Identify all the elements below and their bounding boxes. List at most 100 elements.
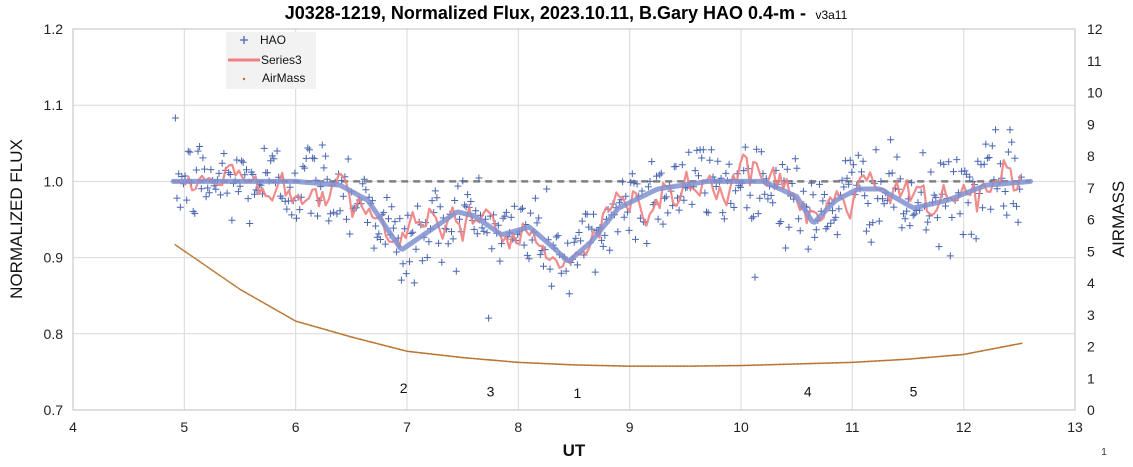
airmass-point <box>969 352 971 355</box>
airmass-point <box>489 359 491 361</box>
hao-point <box>888 169 896 177</box>
hao-point <box>535 214 543 222</box>
hao-point <box>525 255 533 263</box>
airmass-point <box>973 351 976 354</box>
airmass-point <box>951 354 953 357</box>
hao-point <box>946 252 954 260</box>
hao-point <box>459 177 467 185</box>
hao-point <box>980 160 988 168</box>
hao-point <box>239 158 247 166</box>
airmass-point <box>548 362 551 365</box>
hao-point <box>796 227 804 235</box>
airmass-point <box>809 362 811 365</box>
legend-label-series3: Series3 <box>261 53 302 67</box>
airmass-point <box>546 362 548 365</box>
hao-point <box>186 148 194 156</box>
airmass-point <box>429 352 432 355</box>
hao-point <box>1004 148 1012 156</box>
airmass-point <box>650 365 653 368</box>
hao-point <box>546 265 554 273</box>
airmass-point <box>765 363 768 366</box>
airmass-point <box>735 364 738 367</box>
airmass-point <box>866 360 868 363</box>
hao-point <box>173 194 181 202</box>
airmass-point <box>739 364 742 367</box>
airmass-point <box>565 363 568 366</box>
airmass-point <box>232 284 235 287</box>
airmass-point <box>845 361 848 364</box>
hao-point <box>769 199 777 207</box>
hao-point <box>695 172 702 180</box>
airmass-point <box>178 246 181 249</box>
airmass-point <box>237 287 239 289</box>
airmass-point <box>974 351 977 354</box>
axis-ticks: 4 5 6 7 8 9 10 11 12 130.70.80.91.01.11.201234567… <box>44 21 1103 435</box>
airmass-point <box>639 365 642 368</box>
airmass-point <box>1010 344 1013 347</box>
airmass-point <box>823 362 825 365</box>
hao-point <box>959 231 967 238</box>
airmass-point <box>668 365 671 368</box>
airmass-point <box>391 346 394 349</box>
hao-point <box>783 165 791 173</box>
hao-point <box>819 197 827 205</box>
airmass-point <box>813 362 816 365</box>
hao-point <box>483 229 491 237</box>
y2-tick-label-0: 0 <box>1087 402 1095 418</box>
hao-point <box>404 211 412 219</box>
chart-title: J0328-1219, Normalized Flux, 2023.10.11,… <box>285 3 848 23</box>
hao-point <box>961 167 969 175</box>
hao-point <box>291 169 299 177</box>
hao-point <box>748 214 756 222</box>
airmass-point <box>1012 344 1015 346</box>
airmass-point <box>699 365 701 367</box>
airmass-point <box>731 364 733 367</box>
hao-point <box>829 207 836 215</box>
airmass-point <box>643 365 646 368</box>
airmass-point <box>258 299 260 302</box>
airmass-point <box>733 364 736 367</box>
airmass-point <box>593 364 596 367</box>
airmass-point <box>427 352 430 355</box>
hao-point <box>409 228 417 236</box>
airmass-point <box>537 362 540 365</box>
airmass-point <box>213 270 216 273</box>
airmass-point <box>416 351 419 354</box>
airmass-point <box>1005 345 1008 348</box>
airmass-point <box>768 363 771 366</box>
airmass-point <box>671 365 674 368</box>
hao-point <box>662 193 670 201</box>
airmass-point <box>399 348 402 351</box>
hao-point <box>620 213 628 221</box>
airmass-point <box>926 356 928 359</box>
airmass-point <box>742 364 745 367</box>
airmass-point <box>615 364 618 367</box>
airmass-point <box>706 365 708 367</box>
airmass-point <box>377 343 380 345</box>
hao-point <box>192 166 200 174</box>
hao-point <box>693 146 701 154</box>
airmass-point <box>724 364 727 367</box>
airmass-point <box>365 339 367 342</box>
airmass-point <box>352 336 355 339</box>
hao-point <box>305 146 313 154</box>
airmass-point <box>990 348 992 351</box>
airmass-point <box>330 330 333 333</box>
hao-point <box>964 199 972 207</box>
airmass-point <box>214 271 217 274</box>
airmass-point <box>312 325 315 328</box>
x-tick-label-2: 6 <box>292 419 300 435</box>
hao-point <box>619 178 627 186</box>
airmass-point <box>1009 344 1012 347</box>
airmass-point <box>917 357 920 360</box>
airmass-point <box>937 355 939 358</box>
airmass-point <box>459 356 462 359</box>
airmass-point <box>944 355 946 357</box>
airmass-point <box>342 333 345 336</box>
hao-point <box>901 215 909 223</box>
title-main: J0328-1219, Normalized Flux, 2023.10.11,… <box>285 3 806 23</box>
hao-point <box>228 216 236 224</box>
airmass-point <box>977 350 980 353</box>
hao-point <box>296 206 304 214</box>
